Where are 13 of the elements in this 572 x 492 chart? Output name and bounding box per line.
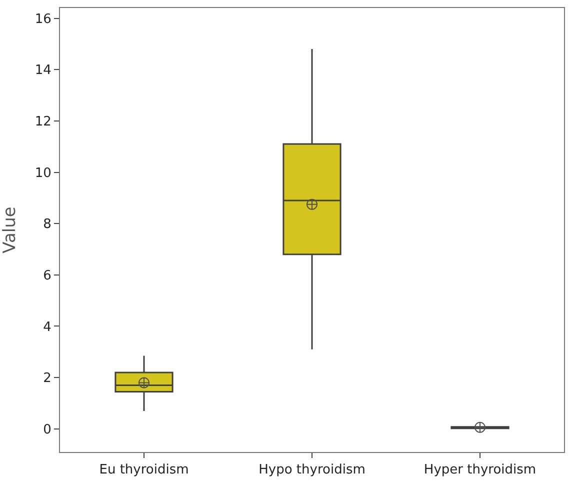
x-tick-label: Hypo thyroidism bbox=[258, 462, 366, 478]
y-tick-label: 16 bbox=[34, 12, 52, 27]
y-tick-label: 8 bbox=[43, 217, 52, 232]
y-tick-label: 2 bbox=[43, 371, 52, 386]
x-tick-label: Eu thyroidism bbox=[99, 462, 189, 478]
y-tick-label: 4 bbox=[43, 320, 52, 335]
y-tick-label: 12 bbox=[34, 114, 52, 130]
y-tick-label: 6 bbox=[43, 268, 52, 284]
y-tick-label: 10 bbox=[34, 166, 52, 181]
y-tick-label: 14 bbox=[34, 63, 52, 78]
y-tick-label: 0 bbox=[43, 422, 52, 438]
x-tick-label: Hyper thyroidism bbox=[424, 462, 536, 478]
y-axis-title: Value bbox=[0, 206, 20, 254]
